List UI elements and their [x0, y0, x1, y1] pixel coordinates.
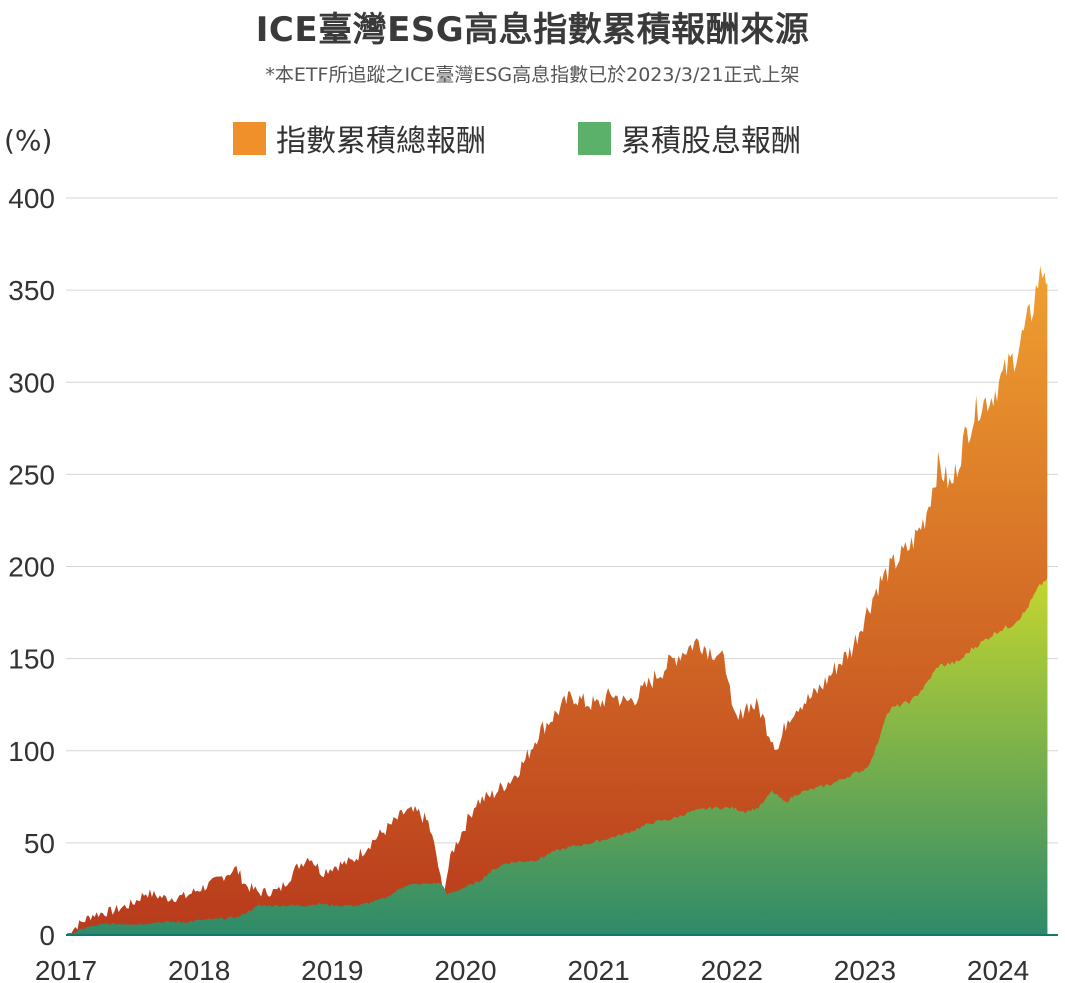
x-tick-label: 2018	[168, 955, 230, 983]
y-tick-label: 0	[39, 920, 55, 951]
y-tick-label: 250	[8, 459, 55, 490]
y-tick-label: 200	[8, 552, 55, 583]
x-tick-label: 2017	[35, 955, 97, 983]
y-tick-label: 50	[24, 828, 55, 859]
x-tick-label: 2021	[567, 955, 629, 983]
legend-item-total-return: 指數累積總報酬	[233, 116, 486, 160]
x-tick-label: 2020	[434, 955, 496, 983]
legend-item-dividend-return: 累積股息報酬	[578, 116, 801, 160]
x-tick-label: 2019	[301, 955, 363, 983]
y-tick-label: 350	[8, 275, 55, 306]
area-total-return	[66, 265, 1048, 935]
y-tick-label: 150	[8, 644, 55, 675]
y-tick-label: 100	[8, 736, 55, 767]
legend-swatch-total-return	[233, 121, 266, 155]
area-dividend-return	[66, 577, 1048, 935]
area-series	[66, 265, 1058, 936]
chart-subtitle: *本ETF所追蹤之ICE臺灣ESG高息指數已於2023/3/21正式上架	[265, 64, 800, 86]
x-axis-ticks: 2017 2018 2019 2020 2021 2022 2023 2024	[35, 955, 1029, 983]
y-tick-label: 400	[8, 183, 55, 214]
x-tick-label: 2022	[701, 955, 763, 983]
y-axis-ticks: 0 50 100 150 200 250 300 350 400	[8, 183, 55, 951]
y-tick-label: 300	[8, 367, 55, 398]
legend-swatch-dividend-return	[578, 121, 611, 155]
x-tick-label: 2023	[834, 955, 896, 983]
legend: 指數累積總報酬 累積股息報酬	[0, 116, 1065, 160]
legend-label-dividend-return: 累積股息報酬	[621, 124, 801, 159]
y-axis-unit-label: (%)	[4, 124, 53, 157]
chart-title: ICE臺灣ESG高息指數累積報酬來源	[255, 10, 810, 50]
legend-label-total-return: 指數累積總報酬	[276, 124, 486, 159]
x-tick-label: 2024	[967, 955, 1029, 983]
